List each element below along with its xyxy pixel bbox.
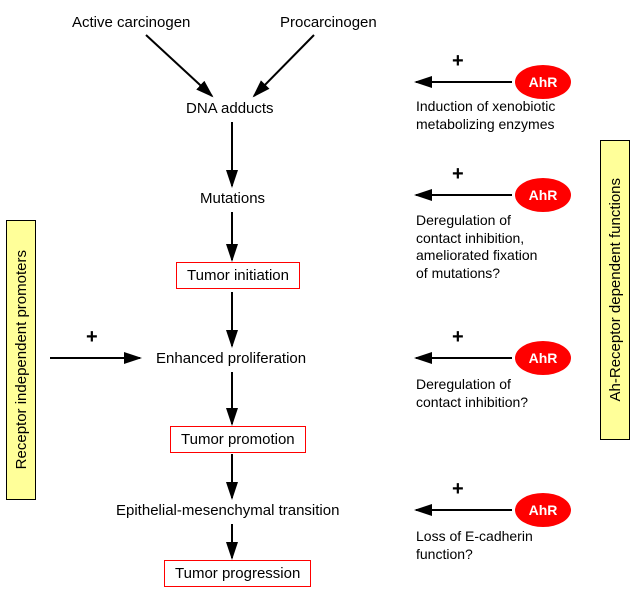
plus-sign: + (452, 326, 464, 349)
node-dna-adducts: DNA adducts (186, 100, 274, 117)
node-tumor-promotion: Tumor promotion (170, 426, 306, 453)
node-mutations: Mutations (200, 190, 265, 207)
node-active-carcinogen: Active carcinogen (72, 14, 190, 31)
node-emt: Epithelial-mesenchymal transition (116, 502, 339, 519)
node-tumor-progression: Tumor progression (164, 560, 311, 587)
node-enhanced-proliferation: Enhanced proliferation (156, 350, 306, 367)
ahr-oval-2: AhR (515, 178, 571, 212)
node-tumor-initiation: Tumor initiation (176, 262, 300, 289)
node-procarcinogen: Procarcinogen (280, 14, 377, 31)
diagram-canvas: Receptor independent promoters Ah-Recept… (0, 0, 640, 596)
plus-sign: + (86, 326, 98, 349)
ahr-label: AhR (529, 187, 558, 203)
caption-contact-inhibition-mutations: Deregulation ofcontact inhibition,amelio… (416, 212, 596, 282)
right-side-label: Ah-Receptor dependent functions (600, 140, 630, 440)
caption-ecadherin: Loss of E-cadherinfunction? (416, 528, 596, 563)
right-side-label-text: Ah-Receptor dependent functions (607, 178, 624, 401)
ahr-label: AhR (529, 502, 558, 518)
ahr-oval-3: AhR (515, 341, 571, 375)
ahr-oval-4: AhR (515, 493, 571, 527)
caption-contact-inhibition: Deregulation ofcontact inhibition? (416, 376, 596, 411)
plus-sign: + (452, 478, 464, 501)
plus-sign: + (452, 50, 464, 73)
plus-sign: + (452, 163, 464, 186)
left-side-label: Receptor independent promoters (6, 220, 36, 500)
caption-xenobiotic: Induction of xenobioticmetabolizing enzy… (416, 98, 596, 133)
ahr-label: AhR (529, 350, 558, 366)
ahr-oval-1: AhR (515, 65, 571, 99)
ahr-label: AhR (529, 74, 558, 90)
left-side-label-text: Receptor independent promoters (13, 250, 30, 469)
